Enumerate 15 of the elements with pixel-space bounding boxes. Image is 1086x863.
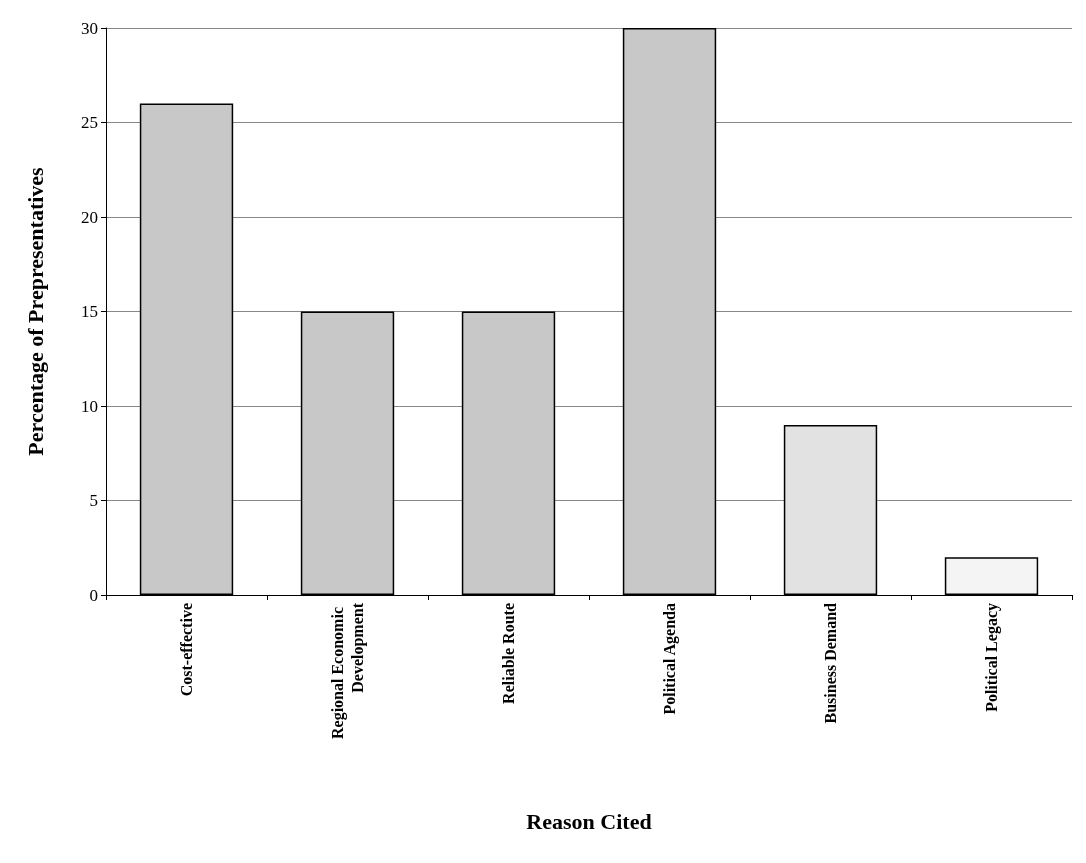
x-tick-label: Reliable Route [500, 603, 517, 704]
y-tick-label: 15 [81, 302, 98, 321]
x-tick-label: Political Agenda [661, 603, 679, 715]
x-tick-label: Cost-effective [178, 603, 195, 697]
y-tick-label: 20 [81, 207, 98, 227]
x-axis-title: Reason Cited [526, 808, 652, 834]
x-tick-label: Regional Economic Development [329, 602, 367, 739]
y-tick-label: 0 [89, 585, 98, 605]
y-axis-title: Percentage of Prepresentatives [22, 166, 48, 456]
x-tick-label: Business Demand [822, 602, 839, 724]
x-tick-label: Political Legacy [983, 603, 1001, 712]
y-tick-label: 25 [81, 113, 98, 132]
y-tick-label: 10 [81, 396, 98, 416]
y-tick-label: 30 [81, 18, 98, 38]
y-tick-label: 5 [89, 491, 98, 510]
